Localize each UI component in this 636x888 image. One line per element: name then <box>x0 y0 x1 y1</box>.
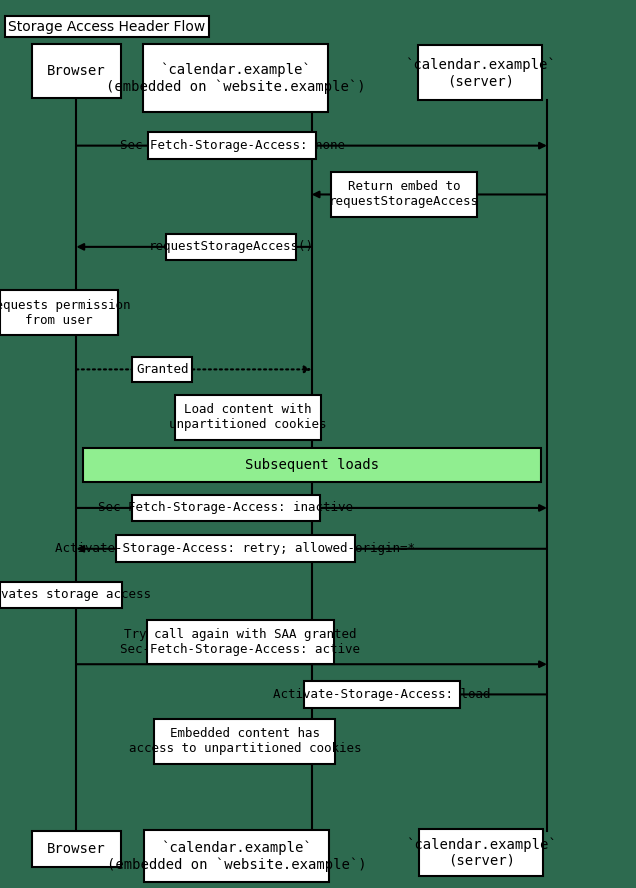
FancyBboxPatch shape <box>83 448 541 482</box>
FancyBboxPatch shape <box>155 719 336 764</box>
FancyBboxPatch shape <box>331 172 477 217</box>
FancyBboxPatch shape <box>148 132 317 159</box>
Text: Browser: Browser <box>47 842 106 856</box>
Text: Requests permission
from user: Requests permission from user <box>0 298 130 327</box>
FancyBboxPatch shape <box>420 829 543 876</box>
FancyBboxPatch shape <box>304 681 459 708</box>
Text: Activate-Storage-Access: load: Activate-Storage-Access: load <box>273 688 490 701</box>
FancyBboxPatch shape <box>418 45 543 100</box>
FancyBboxPatch shape <box>0 582 122 608</box>
Text: Load content with
unpartitioned cookies: Load content with unpartitioned cookies <box>169 403 327 432</box>
FancyBboxPatch shape <box>132 495 319 521</box>
FancyBboxPatch shape <box>32 831 121 867</box>
Text: `calendar.example`
(server): `calendar.example` (server) <box>406 837 557 868</box>
Text: Storage Access Header Flow: Storage Access Header Flow <box>8 20 205 34</box>
Text: `calendar.example`
(embedded on `website.example`): `calendar.example` (embedded on `website… <box>107 840 366 872</box>
FancyBboxPatch shape <box>132 357 192 382</box>
Text: requestStorageAccess(): requestStorageAccess() <box>148 241 314 253</box>
FancyBboxPatch shape <box>175 395 321 440</box>
Text: Sec-Fetch-Storage-Access: none: Sec-Fetch-Storage-Access: none <box>120 139 345 152</box>
Text: Granted: Granted <box>136 363 188 376</box>
Text: Sec-Fetch-Storage-Access: inactive: Sec-Fetch-Storage-Access: inactive <box>99 502 353 514</box>
Text: `calendar.example`
(server): `calendar.example` (server) <box>404 58 556 88</box>
FancyBboxPatch shape <box>1 290 118 335</box>
Text: Return embed to
requestStorageAccess: Return embed to requestStorageAccess <box>329 180 479 209</box>
Text: Try call again with SAA granted
Sec-Fetch-Storage-Access: active: Try call again with SAA granted Sec-Fetc… <box>120 628 361 656</box>
Text: Activates storage access: Activates storage access <box>0 589 151 601</box>
Text: Activate-Storage-Access: retry; allowed-origin=*: Activate-Storage-Access: retry; allowed-… <box>55 543 415 555</box>
FancyBboxPatch shape <box>165 234 296 260</box>
FancyBboxPatch shape <box>147 620 335 664</box>
Text: Subsequent loads: Subsequent loads <box>245 458 378 472</box>
Text: `calendar.example`
(embedded on `website.example`): `calendar.example` (embedded on `website… <box>106 62 365 94</box>
FancyBboxPatch shape <box>116 535 355 562</box>
Text: Embedded content has
access to unpartitioned cookies: Embedded content has access to unpartiti… <box>128 727 361 756</box>
FancyBboxPatch shape <box>144 830 329 882</box>
FancyBboxPatch shape <box>32 44 121 98</box>
Text: Browser: Browser <box>47 64 106 78</box>
FancyBboxPatch shape <box>143 44 328 112</box>
